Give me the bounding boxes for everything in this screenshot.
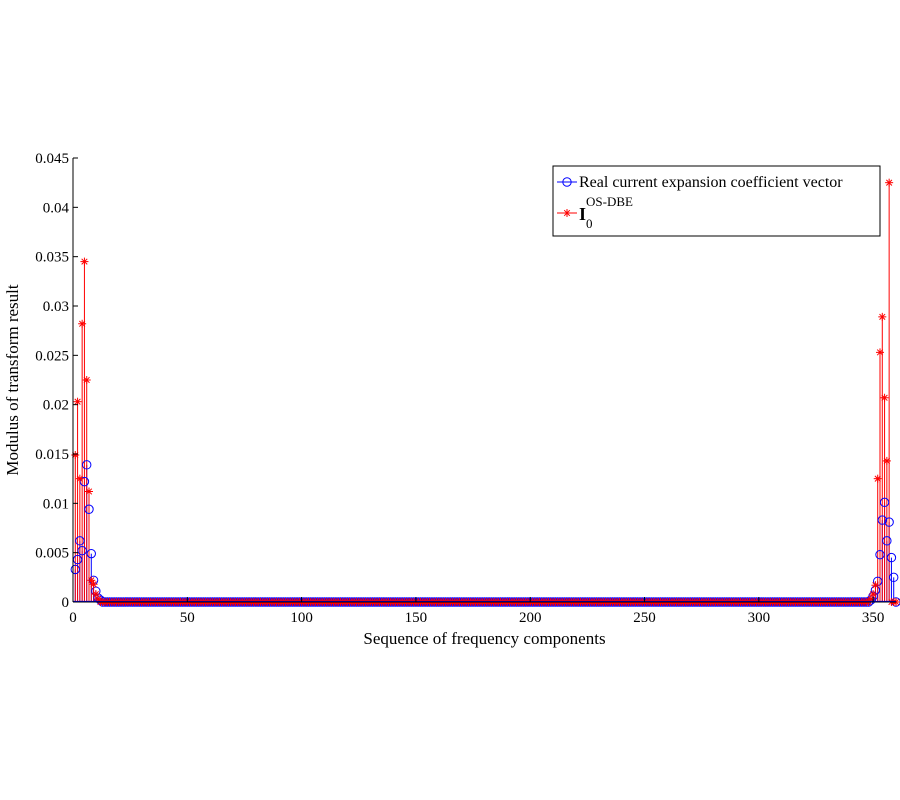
x-axis-title: Sequence of frequency components — [363, 629, 605, 648]
x-tick-label: 0 — [69, 610, 77, 626]
x-axis-ticks: 0 50 100 150 200 250 300 350 — [69, 597, 884, 626]
x-tick-label: 150 — [405, 610, 428, 626]
x-tick-label: 250 — [633, 610, 656, 626]
red-star-point — [75, 474, 84, 483]
blue-circle-point — [882, 536, 892, 546]
red-star-point — [880, 393, 889, 402]
red-star-point — [82, 376, 91, 384]
blue-circle-point — [889, 572, 899, 583]
red-star-point — [871, 581, 880, 590]
blue-circle-point — [875, 549, 885, 560]
y-tick-label: 0.02 — [43, 398, 69, 414]
red-star-point — [878, 312, 887, 321]
red-star-point — [85, 487, 94, 496]
red-star-point — [873, 474, 882, 483]
blue-circle-point — [877, 515, 887, 525]
legend-label-subscript: 0 — [586, 216, 593, 231]
red-star-point — [89, 580, 98, 589]
blue-circle-point — [77, 545, 87, 556]
y-tick-label: 0.025 — [35, 348, 69, 364]
series-i0-os-dbe-stems — [74, 182, 890, 602]
x-tick-label: 200 — [519, 610, 542, 626]
blue-circle-point — [879, 497, 890, 508]
blue-circle-point — [884, 517, 894, 527]
red-star-point — [869, 590, 878, 599]
red-star-point — [91, 590, 100, 599]
x-tick-label: 350 — [862, 610, 885, 626]
y-tick-label: 0.03 — [43, 299, 69, 315]
x-tick-label: 300 — [748, 610, 771, 626]
y-tick-label: 0.005 — [35, 546, 69, 562]
blue-circle-point — [84, 504, 94, 514]
y-tick-label: 0.035 — [35, 250, 69, 266]
legend-label-superscript: OS-DBE — [586, 194, 633, 209]
blue-circle-point — [82, 460, 92, 470]
blue-circle-point — [886, 552, 897, 563]
y-axis-ticks: 0 0.005 0.01 0.015 0.02 0.025 0.03 0.035 0.04 0.0… — [35, 151, 78, 611]
y-tick-label: 0.045 — [35, 151, 69, 167]
y-tick-label: 0.04 — [43, 200, 70, 216]
y-tick-label: 0.015 — [35, 447, 69, 463]
x-tick-label: 100 — [290, 610, 313, 626]
legend-item-i0-os-dbe: I 0 OS-DBE — [557, 194, 633, 231]
x-tick-label: 50 — [180, 610, 195, 626]
legend-label-i-symbol: I — [579, 204, 586, 224]
red-star-point — [882, 456, 891, 465]
blue-circle-point — [70, 564, 80, 575]
axes: 0 50 100 150 200 250 300 350 0 0.005 0.01 0.015 0.0… — [35, 151, 896, 626]
red-star-point — [78, 319, 87, 328]
legend-item-real-current: Real current expansion coefficient vecto… — [557, 174, 843, 191]
red-star-point — [80, 257, 89, 266]
legend: Real current expansion coefficient vecto… — [552, 165, 881, 237]
red-star-point — [875, 348, 884, 357]
legend-star-marker-icon — [563, 209, 571, 217]
legend-label-real-current: Real current expansion coefficient vecto… — [579, 174, 843, 191]
y-tick-label: 0 — [62, 595, 70, 611]
blue-circle-point — [75, 536, 85, 546]
legend-box — [552, 165, 881, 237]
legend-circle-marker-icon — [562, 177, 572, 187]
blue-circle-point — [86, 548, 96, 559]
red-star-point — [885, 178, 894, 187]
y-tick-label: 0.01 — [43, 496, 69, 512]
y-axis-title: Modulus of transform result — [3, 284, 22, 476]
